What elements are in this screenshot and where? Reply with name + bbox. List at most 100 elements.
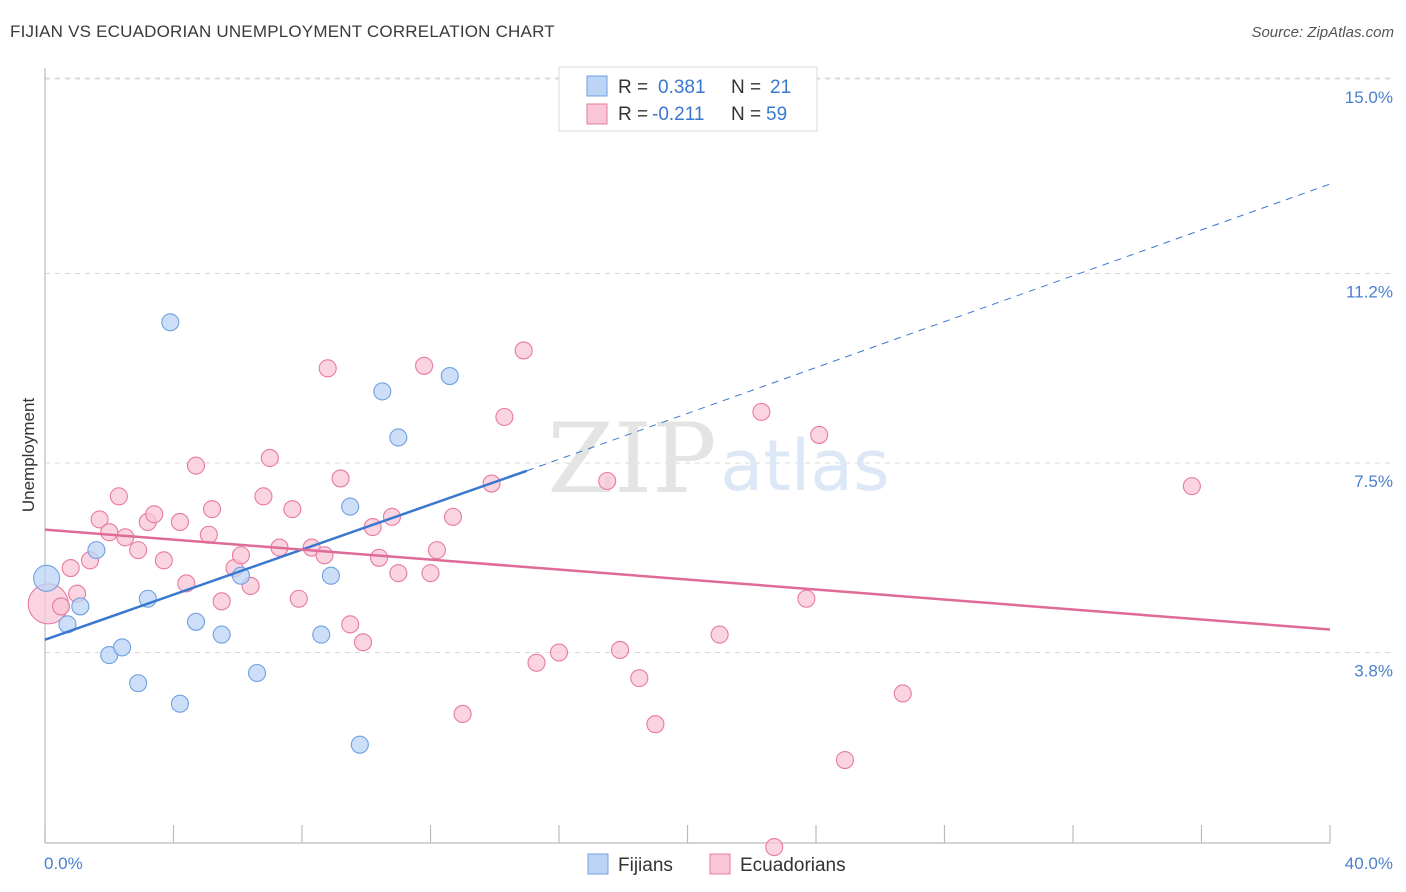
ecuadorian-point-45 <box>527 653 546 672</box>
fijian-trend-extension <box>526 183 1331 472</box>
fijian-point-9 <box>170 694 189 713</box>
fijian-point-16 <box>341 497 360 516</box>
ecuadorian-point-12 <box>154 551 173 570</box>
y-tick-label-0: 3.8% <box>1354 661 1393 680</box>
ecuadorian-point-34 <box>370 548 389 567</box>
ecuadorian-point-43 <box>495 407 514 427</box>
ecuadorian-point-40 <box>443 507 463 526</box>
fijian-point-10 <box>186 612 206 631</box>
ecuadorian-point-36 <box>389 564 408 583</box>
ecuadorian-point-57 <box>1182 477 1201 496</box>
ecuadorian-point-51 <box>710 625 729 644</box>
ecuadorian-point-49 <box>630 669 649 688</box>
ecuadorian-point-20 <box>231 546 251 565</box>
watermark-zip: ZIP <box>547 403 716 515</box>
watermark: ZIP atlas <box>547 403 889 515</box>
ecuadorian-point-17 <box>203 500 222 519</box>
ecuadorian-point-32 <box>353 633 373 652</box>
legend-n-label-fijians: N = <box>731 77 761 98</box>
y-tick-label-2: 11.2% <box>1346 283 1393 302</box>
ecuadorian-point-30 <box>331 469 350 488</box>
trend-lines <box>44 183 1331 641</box>
legend-swatch-fijians <box>586 75 608 97</box>
ecuadorian-point-38 <box>421 564 440 583</box>
y-axis-label: Unemployment <box>19 398 38 513</box>
fijian-trend-line <box>44 469 528 641</box>
fijian-point-13 <box>247 663 267 683</box>
chart-title: FIJIAN VS ECUADORIAN UNEMPLOYMENT CORREL… <box>10 22 555 41</box>
ecuadorian-point-18 <box>212 592 231 611</box>
ecuadorian-point-13 <box>170 512 189 532</box>
fijian-point-15 <box>321 566 340 585</box>
y-tick-labels: 3.8% 7.5% 11.2% 15.0% <box>1345 88 1393 680</box>
ecuadorian-trend-line <box>44 528 1331 631</box>
fijian-point-19 <box>389 428 408 447</box>
fijian-point-17 <box>350 735 369 754</box>
legend-r-label-fijians: R = <box>618 77 648 98</box>
ecuadorian-point-15 <box>186 456 206 475</box>
ecuadorian-point-55 <box>835 750 854 770</box>
fijian-point-5 <box>113 638 132 657</box>
x-tick-label-0: 0.0% <box>44 854 83 873</box>
ecuadorian-point-50 <box>646 715 665 734</box>
ecuadorian-point-58 <box>765 838 784 857</box>
ecuadorian-point-25 <box>283 500 302 519</box>
gridlines <box>45 77 1392 653</box>
ecuadorian-point-22 <box>254 487 273 506</box>
ecuadorian-point-46 <box>549 643 569 662</box>
ecuadorian-point-23 <box>260 448 279 468</box>
ecuadorian-point-11 <box>145 505 164 524</box>
ecuadorian-point-41 <box>453 704 472 724</box>
fijian-points <box>33 313 459 754</box>
fijian-point-6 <box>129 674 148 693</box>
legend-n-label-ecuadorians: N = <box>731 104 761 125</box>
watermark-atlas: atlas <box>720 425 889 507</box>
fijian-point-0 <box>33 564 61 592</box>
fijian-point-2 <box>71 597 90 616</box>
ecuadorian-points <box>27 341 1201 857</box>
legend-r-label-ecuadorians: R = <box>618 104 648 125</box>
ecuadorian-point-5 <box>90 510 109 529</box>
ecuadorian-point-29 <box>318 359 337 378</box>
ecuadorian-point-39 <box>427 541 446 560</box>
y-tick-label-3: 15.0% <box>1345 88 1393 107</box>
bottom-legend-ecuadorians: Ecuadorians <box>740 855 846 876</box>
ecuadorian-point-48 <box>610 640 630 660</box>
ecuadorian-point-56 <box>893 684 912 703</box>
bottom-legend-fijians: Fijians <box>618 855 673 876</box>
ecuadorian-point-6 <box>100 523 119 542</box>
legend-r-value-ecuadorians: -0.211 <box>652 104 704 125</box>
ecuadorian-point-47 <box>598 471 617 491</box>
series-legend: Fijians Ecuadorians <box>587 853 846 876</box>
ecuadorian-point-7 <box>109 487 128 506</box>
ecuadorian-point-2 <box>61 558 80 578</box>
fijian-point-20 <box>440 366 459 386</box>
ecuadorian-point-9 <box>129 541 148 560</box>
x-tick-label-1: 40.0% <box>1345 854 1393 873</box>
fijian-point-18 <box>373 382 392 401</box>
fijian-point-3 <box>87 541 106 560</box>
bottom-swatch-fijians <box>587 853 609 875</box>
y-tick-label-1: 7.5% <box>1354 472 1393 491</box>
axes <box>44 68 1331 844</box>
ecuadorian-point-1 <box>52 597 71 616</box>
fijian-point-14 <box>312 625 331 644</box>
ecuadorian-point-31 <box>341 615 360 634</box>
stats-legend: R = 0.381 N = 21 R = -0.211 N = 59 <box>558 66 818 132</box>
ecuadorian-point-54 <box>810 425 829 444</box>
bottom-swatch-ecuadorians <box>709 853 731 875</box>
legend-n-value-fijians: 21 <box>770 77 791 98</box>
ecuadorian-point-26 <box>289 589 308 608</box>
legend-swatch-ecuadorians <box>586 103 608 125</box>
ecuadorian-point-44 <box>514 341 533 360</box>
legend-r-value-fijians: 0.381 <box>658 77 706 98</box>
ecuadorian-point-37 <box>415 356 434 375</box>
ecuadorian-point-53 <box>797 589 816 608</box>
legend-n-value-ecuadorians: 59 <box>766 104 787 125</box>
fijian-point-8 <box>161 313 180 332</box>
source-label: Source: ZipAtlas.com <box>1251 24 1394 41</box>
ecuadorian-point-52 <box>752 402 771 421</box>
ecuadorian-point-28 <box>315 546 334 565</box>
x-tick-labels: 0.0% 40.0% <box>44 854 1393 873</box>
